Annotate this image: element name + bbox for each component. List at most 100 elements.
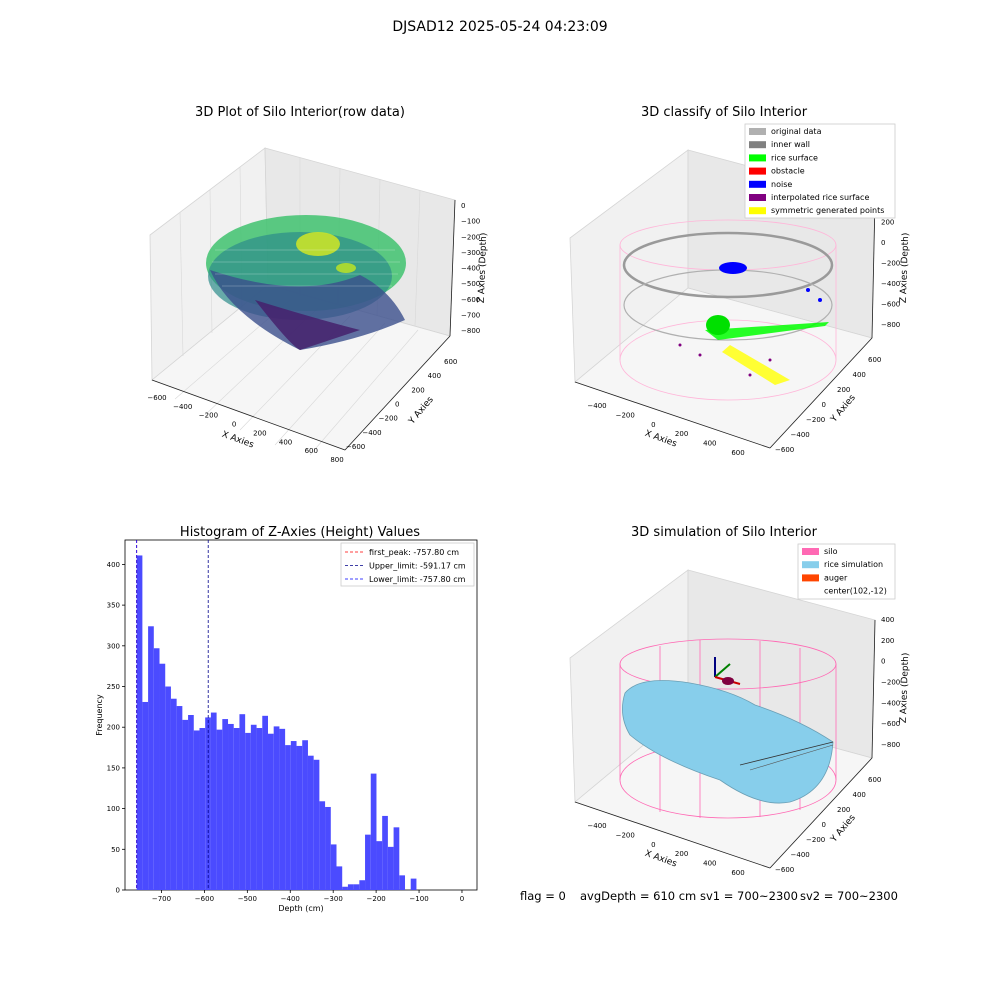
histogram-bar: [359, 880, 366, 890]
x-tick-label: 600: [731, 869, 744, 877]
z-tick-label: −600: [881, 720, 900, 728]
legend-label: obstacle: [771, 167, 805, 176]
z-tick-label: −500: [461, 280, 480, 288]
histogram-bar: [273, 726, 280, 890]
histogram-x-tick-label: −400: [281, 895, 300, 903]
legend-swatch: [749, 167, 766, 175]
histogram-y-tick-label: 100: [107, 805, 120, 813]
panel-classify-title: 3D classify of Silo Interior: [641, 105, 808, 120]
histogram-bar: [267, 733, 274, 890]
histogram-bar: [353, 884, 360, 890]
histogram-bar: [313, 759, 320, 890]
histogram-y-tick-label: 0: [116, 887, 120, 895]
figure-suptitle: DJSAD12 2025-05-24 04:23:09: [392, 19, 607, 35]
histogram-bar: [382, 815, 388, 890]
legend-swatch: [802, 548, 819, 555]
z-tick-label: −400: [881, 280, 900, 288]
z-tick-label: −200: [881, 260, 900, 268]
legend-label: Lower_limit: -757.80 cm: [369, 575, 466, 584]
panel-raw-title: 3D Plot of Silo Interior(row data): [195, 105, 405, 120]
histogram-y-tick-label: 400: [107, 561, 120, 569]
legend-histogram: first_peak: -757.80 cm Upper_limit: -591.…: [340, 542, 475, 587]
xaxis-label-raw: X Axies: [220, 430, 255, 451]
y-tick-label: −200: [806, 836, 825, 844]
histogram-bar: [307, 755, 314, 890]
y-tick-label: −600: [775, 446, 794, 454]
zaxis-label-raw: Z Axies (Depth): [477, 233, 489, 304]
z-tick-label: −100: [461, 218, 480, 226]
y-tick-label: 600: [868, 776, 881, 784]
z-tick-label: −400: [881, 699, 900, 707]
histogram-bar: [330, 844, 337, 890]
y-tick-label: −200: [379, 415, 398, 423]
x-tick-label: 400: [703, 860, 716, 868]
histogram-reference-lines: [136, 540, 209, 890]
z-tick-label: 0: [881, 658, 885, 666]
y-tick-label: 200: [837, 386, 850, 394]
histogram-x-tick-label: −700: [152, 895, 171, 903]
x-tick-label: −400: [587, 822, 606, 830]
x-tick-label: −400: [587, 402, 606, 410]
legend-label: symmetric generated points: [771, 206, 884, 215]
xaxis-label-classify: X Axies: [643, 429, 678, 450]
histogram-x-tick-label: 0: [460, 895, 464, 903]
histogram-x-tick-label: −500: [238, 895, 257, 903]
histogram-bar: [233, 728, 240, 890]
x-tick-label: 600: [305, 447, 318, 455]
x-tick-label: −200: [616, 411, 635, 419]
x-tick-label: 400: [703, 440, 716, 448]
z-tick-label: −800: [461, 327, 480, 335]
x-tick-label: −600: [147, 394, 166, 402]
ticks-raw: −600−400−2000200400600800−600−400−200020…: [147, 202, 480, 464]
footer-sv1: sv1 = 700~2300: [700, 889, 798, 903]
histogram-bar: [216, 729, 223, 890]
legend-label: noise: [771, 180, 792, 189]
histogram-bar: [325, 806, 331, 890]
z-tick-label: −200: [881, 679, 900, 687]
histogram-bar: [239, 714, 246, 890]
histogram-bar: [336, 866, 343, 890]
histogram-bar: [193, 730, 200, 890]
legend-label: inner wall: [771, 140, 810, 149]
x-tick-label: −200: [199, 412, 218, 420]
y-tick-label: −600: [346, 443, 365, 451]
legend-classify: original data inner wall rice surface obsta…: [744, 123, 896, 219]
z-tick-label: −700: [461, 311, 480, 319]
z-tick-label: −800: [881, 321, 900, 329]
panel-histogram: Histogram of Z-Axies (Height) Values −70…: [95, 525, 478, 913]
x-tick-label: −200: [616, 831, 635, 839]
histogram-bar: [365, 834, 371, 890]
y-tick-label: 200: [411, 386, 424, 394]
z-tick-label: 200: [881, 637, 894, 645]
histogram-bar: [142, 701, 149, 890]
histogram-bar: [262, 715, 268, 890]
histogram-y-ticks: 0 50 100 150 200 250 300 350 400: [107, 561, 125, 895]
legend-label: original data: [771, 127, 822, 136]
z-tick-label: 0: [461, 202, 465, 210]
z-tick-label: 200: [881, 219, 894, 227]
histogram-bar: [319, 801, 326, 890]
zaxis-label-classify: Z Axies (Depth): [899, 233, 911, 304]
histogram-bar: [290, 741, 297, 890]
xaxis-label-simulation: X Axies: [643, 849, 678, 870]
legend-label: silo: [824, 547, 838, 556]
histogram-title: Histogram of Z-Axies (Height) Values: [180, 525, 420, 540]
histogram-bar: [148, 626, 154, 890]
panel-simulation-title: 3D simulation of Silo Interior: [631, 525, 818, 540]
histogram-bar: [399, 875, 406, 890]
legend-label: interpolated rice surface: [771, 193, 869, 202]
legend-swatch: [749, 194, 766, 201]
y-tick-label: −400: [362, 429, 381, 437]
histogram-y-tick-label: 300: [107, 642, 120, 650]
legend-simulation: silo rice simulation auger center(102,-12): [797, 543, 896, 600]
y-tick-label: 600: [444, 358, 457, 366]
histogram-y-tick-label: 200: [107, 724, 120, 732]
histogram-ylabel: Frequency: [95, 694, 104, 736]
zaxis-label-simulation: Z Axies (Depth): [899, 653, 911, 724]
yaxis-label-classify: Y Axies: [829, 393, 858, 425]
histogram-bar: [342, 886, 348, 890]
classify-cylinder: [619, 219, 837, 401]
legend-swatch: [749, 141, 766, 149]
